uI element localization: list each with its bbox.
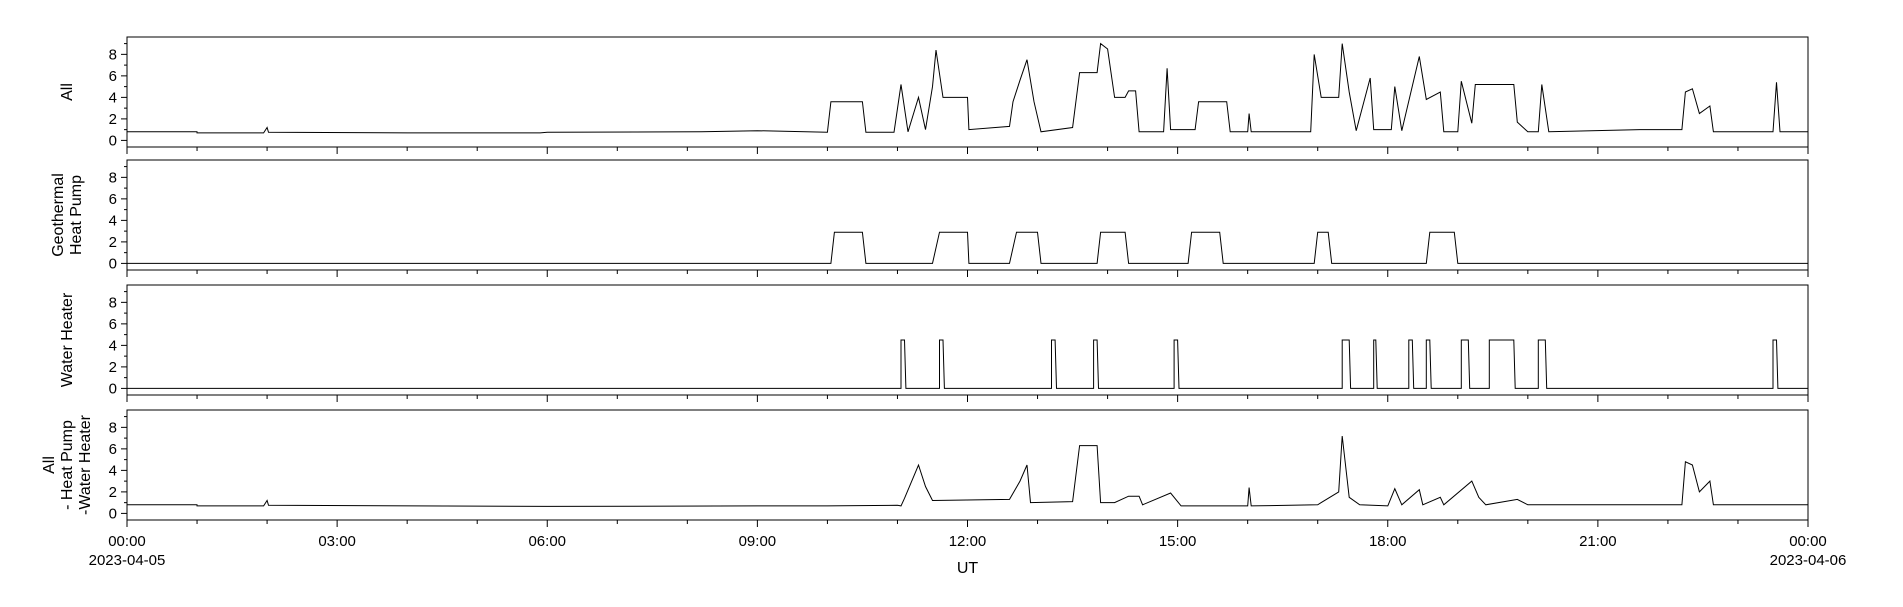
y-axis-label-line: Geothermal	[50, 173, 67, 257]
y-tick-label: 4	[109, 337, 117, 354]
y-tick-label: 6	[109, 191, 117, 208]
x-tick-label: 15:00	[1159, 533, 1197, 550]
series-line	[127, 435, 1808, 507]
panel-frame	[126, 284, 1809, 396]
y-axis-label-line: Heat Pump	[68, 175, 85, 255]
y-tick-label: 4	[109, 89, 117, 106]
series-line	[127, 339, 1808, 389]
y-tick-label: 6	[109, 68, 117, 85]
y-axis-label: Water Heater	[59, 292, 76, 387]
panel-1: 0 2 4 6 8 GeothermalHeat Pump	[50, 159, 1809, 277]
y-tick-label: 4	[109, 212, 117, 229]
y-axis-label-line: All	[41, 456, 58, 474]
y-tick-label: 0	[109, 380, 117, 397]
y-tick-label: 8	[109, 46, 117, 63]
y-axis-label-line: - Heat Pump	[59, 420, 76, 510]
y-axis-label-line: -Water Heater	[77, 414, 94, 515]
series-line	[127, 42, 1808, 134]
x-tick-label: 21:00	[1579, 533, 1617, 550]
x-tick-label: 09:00	[739, 533, 777, 550]
y-tick-label: 8	[109, 169, 117, 186]
x-date-label-start: 2023-04-05	[89, 552, 166, 569]
panel-frame	[126, 159, 1809, 271]
x-tick-label: 18:00	[1369, 533, 1407, 550]
y-tick-label: 6	[109, 316, 117, 333]
y-tick-label: 0	[109, 505, 117, 522]
panel-3: 0 2 4 6 8 All- Heat Pump-Water Heater	[41, 409, 1809, 527]
x-axis: 00:00 03:00 06:00 09:00 12:00 15:00 18:00 21:00…	[89, 533, 1847, 577]
y-axis-label: All	[59, 83, 76, 101]
panel-frame	[126, 409, 1809, 521]
x-tick-label: 06:00	[528, 533, 566, 550]
y-axis-label-line: All	[59, 83, 76, 101]
y-tick-label: 0	[109, 132, 117, 149]
y-axis-label-line: Water Heater	[59, 292, 76, 387]
x-tick-label: 00:00	[108, 533, 146, 550]
panel-2: 0 2 4 6 8 Water Heater	[59, 284, 1809, 402]
panel-frame	[126, 36, 1809, 148]
x-tick-label: 00:00	[1789, 533, 1827, 550]
y-axis-label: All- Heat Pump-Water Heater	[41, 414, 94, 515]
y-tick-label: 2	[109, 234, 117, 251]
panel-0: 0 2 4 6 8 All	[59, 36, 1809, 154]
y-tick-label: 4	[109, 462, 117, 479]
x-tick-label: 12:00	[949, 533, 987, 550]
y-axis-label: GeothermalHeat Pump	[50, 173, 85, 257]
y-tick-label: 2	[109, 111, 117, 128]
y-tick-label: 2	[109, 359, 117, 376]
y-tick-label: 6	[109, 441, 117, 458]
y-tick-label: 8	[109, 294, 117, 311]
panels: 0 2 4 6 8 All 0 2 4 6 8 GeothermalHeat Pump 0 2 4 6 8 Wat…	[41, 36, 1809, 527]
series-line	[127, 231, 1808, 264]
x-axis-label: UT	[957, 560, 979, 577]
y-tick-label: 8	[109, 419, 117, 436]
y-tick-label: 0	[109, 255, 117, 272]
x-date-label-end: 2023-04-06	[1770, 552, 1847, 569]
x-tick-label: 03:00	[318, 533, 356, 550]
y-tick-label: 2	[109, 484, 117, 501]
